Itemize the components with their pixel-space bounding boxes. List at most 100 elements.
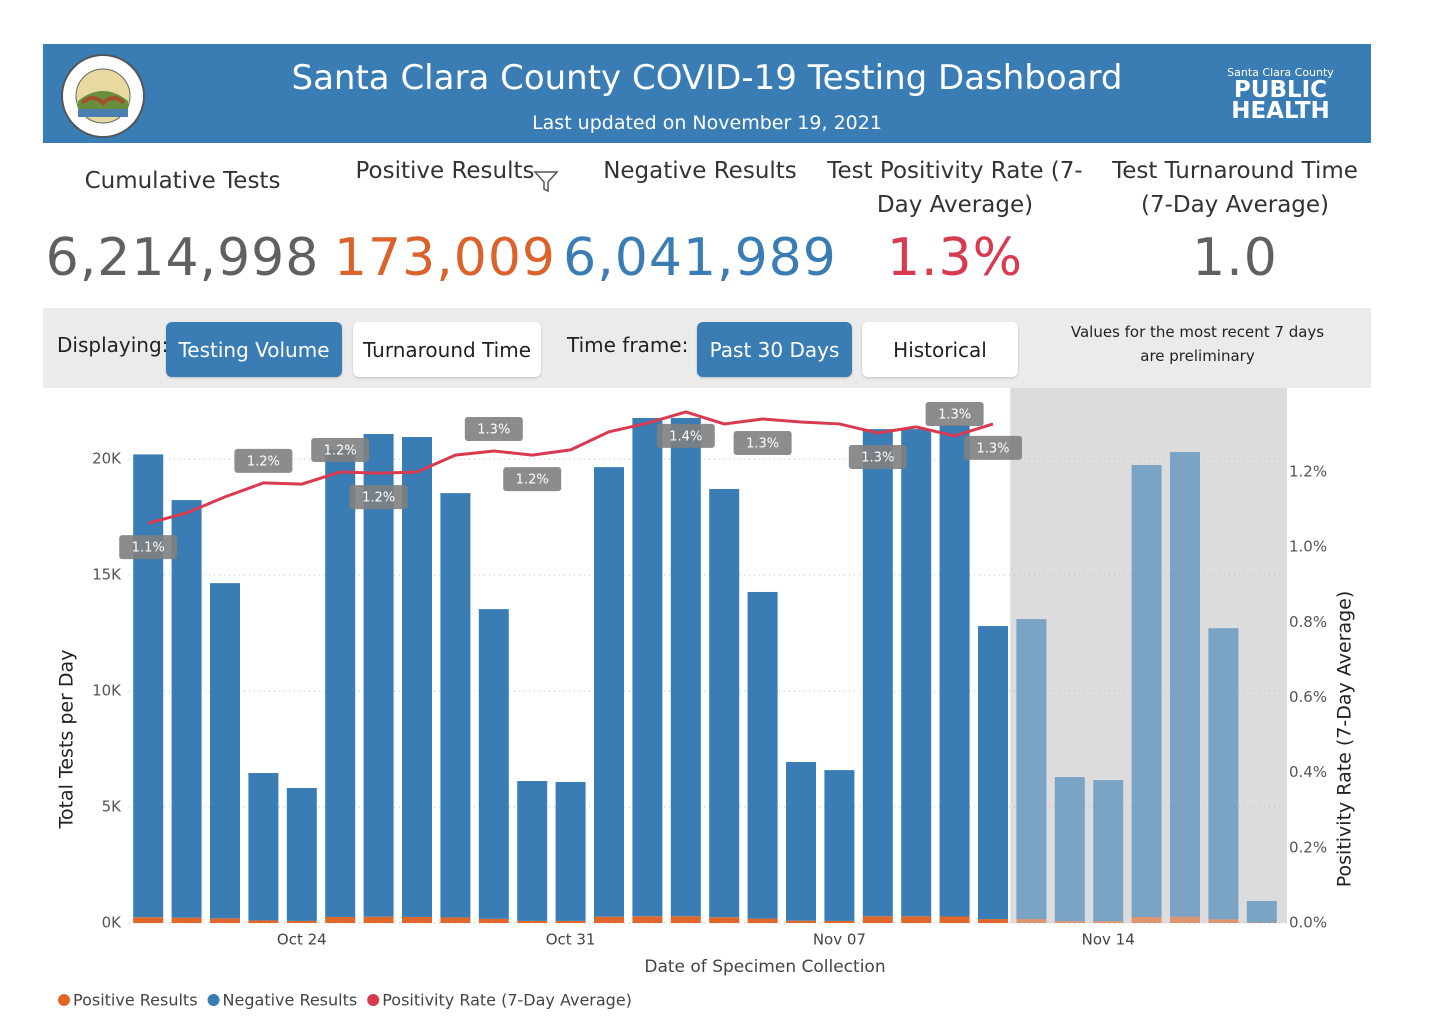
kpi-value: 1.3% bbox=[886, 228, 1024, 288]
data-label-box bbox=[503, 467, 562, 492]
data-label: 1.2% bbox=[324, 444, 357, 459]
timeframe-option[interactable]: Historical bbox=[862, 322, 1018, 377]
y-axis-title: Total Tests per Day bbox=[56, 650, 78, 830]
timeframe-option[interactable]: Past 30 Days bbox=[697, 322, 852, 377]
bar-segment bbox=[363, 916, 394, 923]
y2-tick-label: 0.8% bbox=[1289, 613, 1327, 631]
bar-segment bbox=[555, 781, 586, 921]
legend-marker bbox=[367, 994, 380, 1006]
bar-segment bbox=[1208, 919, 1239, 923]
bar-segment bbox=[1016, 919, 1047, 923]
bar-segment bbox=[402, 436, 432, 917]
data-label-box bbox=[234, 448, 293, 473]
filter-icon[interactable] bbox=[533, 170, 559, 194]
bar-segment bbox=[248, 773, 279, 921]
bar-segment bbox=[1054, 777, 1085, 922]
y2-tick-label: 1.0% bbox=[1289, 538, 1327, 556]
data-label-box bbox=[119, 535, 178, 560]
kpi-label: Test Positivity Rate (7-Day Average) bbox=[827, 158, 1083, 218]
data-label: 1.3% bbox=[938, 407, 971, 422]
bar-segment bbox=[440, 493, 471, 918]
data-label-box bbox=[964, 435, 1022, 460]
bar-segment bbox=[1093, 921, 1124, 923]
logo-caption: Santa Clara County bbox=[1227, 66, 1334, 79]
y-tick-label: 10K bbox=[92, 682, 122, 700]
bar-segment bbox=[325, 916, 356, 923]
bar-segment bbox=[901, 916, 932, 923]
data-label-box bbox=[848, 444, 907, 469]
bar-segment bbox=[632, 916, 663, 923]
legend-label: Negative Results bbox=[223, 991, 358, 1010]
legend-marker bbox=[58, 994, 70, 1006]
bar-segment bbox=[978, 626, 1008, 920]
data-label-box bbox=[464, 416, 523, 441]
y-tick-label: 20K bbox=[92, 450, 122, 468]
bar-segment bbox=[862, 429, 893, 917]
bar-segment bbox=[1246, 900, 1277, 923]
display-option[interactable]: Testing Volume bbox=[166, 322, 342, 377]
data-label: 1.4% bbox=[669, 429, 702, 444]
bar-segment bbox=[478, 609, 509, 919]
display-option[interactable]: Turnaround Time bbox=[353, 322, 541, 377]
legend-label: Positive Results bbox=[73, 991, 198, 1010]
bar-segment bbox=[939, 425, 970, 917]
kpi-value: 1.0 bbox=[1192, 228, 1278, 288]
legend-label: Positivity Rate (7-Day Average) bbox=[382, 991, 632, 1010]
x-tick-label: Nov 07 bbox=[813, 931, 866, 949]
bar-segment bbox=[670, 417, 701, 917]
x-tick-label: Oct 31 bbox=[546, 931, 596, 949]
bar-segment bbox=[210, 583, 240, 919]
bar-segment bbox=[402, 916, 432, 923]
timeframe-label: Time frame: bbox=[567, 333, 689, 357]
bar-segment bbox=[594, 467, 624, 917]
data-label-box bbox=[656, 423, 715, 448]
bar-segment bbox=[133, 454, 164, 918]
bar-segment bbox=[1016, 619, 1047, 920]
kpi-value: 173,009 bbox=[333, 228, 557, 288]
preliminary-note: Values for the most recent 7 days are pr… bbox=[1070, 323, 1325, 365]
bar-segment bbox=[517, 781, 548, 921]
data-label-box bbox=[311, 438, 370, 463]
bar-segment bbox=[709, 488, 740, 918]
kpi-label: Negative Results bbox=[603, 158, 797, 184]
bar-segment bbox=[517, 920, 548, 923]
bar-segment bbox=[747, 918, 778, 923]
bar-segment bbox=[978, 919, 1008, 923]
logo-word: HEALTH bbox=[1231, 98, 1330, 124]
y2-tick-label: 1.2% bbox=[1289, 463, 1327, 481]
bar-segment bbox=[824, 920, 855, 923]
y-tick-label: 0K bbox=[102, 914, 123, 932]
bar-segment bbox=[171, 500, 202, 918]
kpi-label: Test Turnaround Time (7-Day Average) bbox=[1112, 158, 1358, 218]
last-updated: Last updated on November 19, 2021 bbox=[532, 112, 882, 134]
bar-segment bbox=[1208, 628, 1239, 920]
displaying-label: Displaying: bbox=[57, 333, 169, 357]
y2-tick-label: 0.2% bbox=[1289, 838, 1327, 856]
bar-segment bbox=[171, 917, 202, 923]
bar-segment bbox=[1170, 452, 1200, 917]
data-label: 1.3% bbox=[976, 441, 1009, 456]
header: Santa Clara County COVID-19 Testing Dash… bbox=[43, 44, 1371, 143]
bar-segment bbox=[1054, 921, 1085, 923]
bar-segment bbox=[363, 433, 394, 917]
x-tick-label: Nov 14 bbox=[1082, 931, 1135, 949]
kpi-label: Cumulative Tests bbox=[84, 168, 281, 194]
logo-word: PUBLIC bbox=[1233, 77, 1328, 103]
bar-segment bbox=[210, 918, 240, 923]
bar-segment bbox=[1131, 916, 1162, 923]
bar-segment bbox=[325, 449, 356, 917]
y-tick-label: 15K bbox=[92, 566, 122, 584]
bar-segment bbox=[824, 770, 855, 921]
line bbox=[147, 410, 994, 525]
bar-segment bbox=[594, 916, 624, 923]
dashboard-title: Santa Clara County COVID-19 Testing Dash… bbox=[291, 58, 1123, 98]
y-tick-label: 5K bbox=[102, 798, 123, 816]
bar-segment bbox=[670, 916, 701, 923]
bar-segment bbox=[709, 917, 740, 923]
x-tick-label: Oct 24 bbox=[277, 931, 327, 949]
bar-segment bbox=[133, 917, 164, 923]
bar-segment bbox=[1093, 780, 1124, 922]
data-label-box bbox=[925, 401, 984, 426]
bar-segment bbox=[1131, 465, 1162, 917]
